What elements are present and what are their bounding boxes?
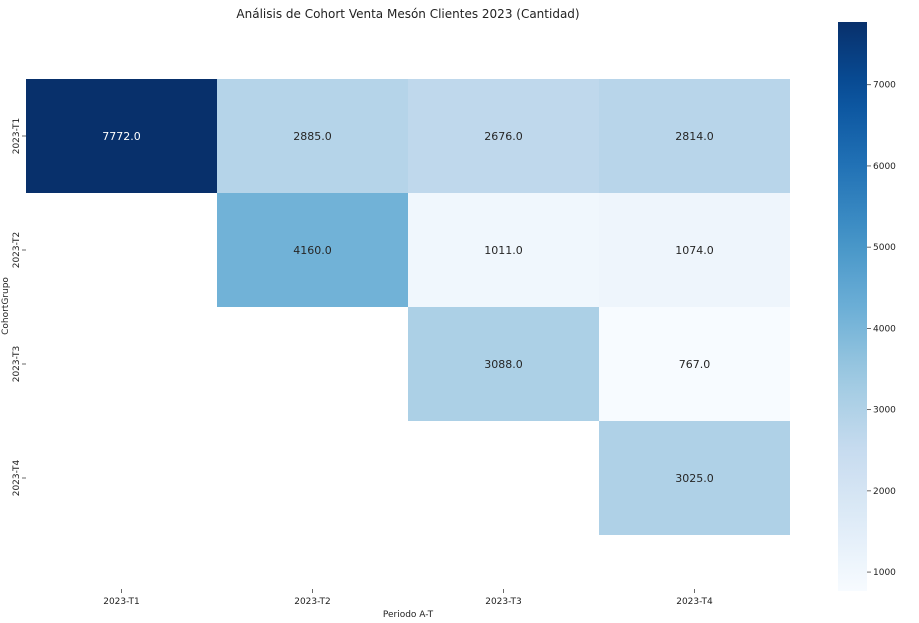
x-tick-label: 2023-T3 — [485, 597, 522, 607]
heatmap-cell — [599, 79, 790, 193]
colorbar-tick-label: 1000 — [873, 568, 896, 578]
x-axis-label: Periodo A-T — [383, 610, 434, 620]
heatmap-cells: 7772.0 2885.0 2676.0 2814.0 4160.0 1011.0 1074… — [26, 79, 790, 535]
colorbar-tick-label: 7000 — [873, 81, 896, 91]
heatmap-cell — [408, 307, 599, 421]
colorbar-ticks: 1000 2000 3000 4000 5000 6000 7000 — [867, 81, 896, 578]
cell-value-label: 2885.0 — [293, 130, 332, 143]
colorbar — [838, 22, 867, 591]
colorbar-tick-label: 6000 — [873, 162, 896, 172]
x-axis-ticks: 2023-T1 2023-T2 2023-T3 2023-T4 — [103, 589, 713, 607]
colorbar-tick-label: 5000 — [873, 243, 896, 253]
heatmap-cell — [599, 193, 790, 307]
colorbar-tick-label: 3000 — [873, 406, 896, 416]
y-axis-ticks: 2023-T1 2023-T2 2023-T3 2023-T4 — [12, 118, 26, 496]
cell-value-label: 3088.0 — [484, 358, 523, 371]
x-tick-label: 2023-T1 — [103, 597, 140, 607]
y-tick-label: 2023-T2 — [12, 232, 22, 269]
heatmap-cell — [217, 79, 408, 193]
heatmap-cell — [217, 193, 408, 307]
heatmap-cell — [408, 193, 599, 307]
cell-value-label: 3025.0 — [675, 472, 714, 485]
colorbar-tick-label: 4000 — [873, 324, 896, 334]
x-tick-label: 2023-T2 — [294, 597, 331, 607]
x-tick-label: 2023-T4 — [676, 597, 713, 607]
chart-title: Análisis de Cohort Venta Mesón Clientes … — [236, 7, 579, 21]
heatmap-cell — [408, 79, 599, 193]
heatmap-cell — [599, 307, 790, 421]
y-tick-label: 2023-T3 — [12, 346, 22, 383]
cell-value-label: 7772.0 — [102, 130, 141, 143]
cell-value-label: 2676.0 — [484, 130, 523, 143]
colorbar-tick-label: 2000 — [873, 487, 896, 497]
heatmap-cell — [599, 421, 790, 535]
cell-value-label: 4160.0 — [293, 244, 332, 257]
y-tick-label: 2023-T1 — [12, 118, 22, 155]
cell-value-label: 1011.0 — [484, 244, 523, 257]
cell-value-label: 1074.0 — [675, 244, 714, 257]
y-tick-label: 2023-T4 — [12, 459, 22, 496]
y-axis-label: CohortGrupo — [1, 277, 11, 335]
heatmap-cell — [26, 79, 217, 193]
cell-value-label: 767.0 — [679, 358, 711, 371]
cell-value-label: 2814.0 — [675, 130, 714, 143]
